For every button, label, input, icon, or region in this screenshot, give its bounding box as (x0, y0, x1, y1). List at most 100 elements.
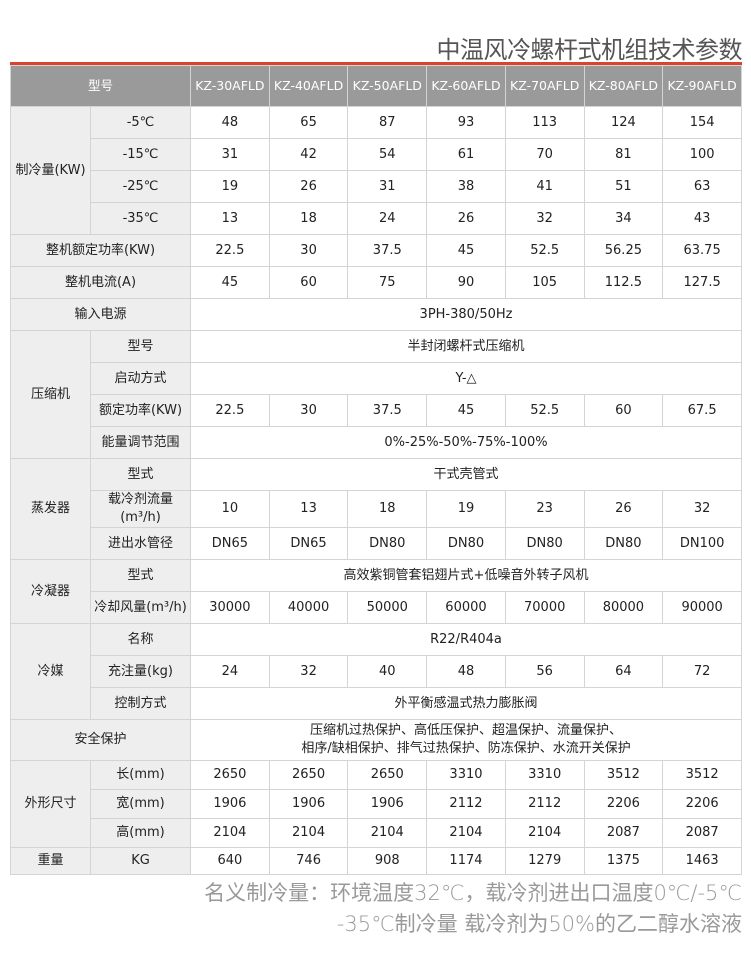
table-row: 外形尺寸 长(mm) 2650 2650 2650 3310 3310 3512 3512 (10, 760, 742, 848)
accent-divider (10, 62, 742, 65)
table-row: 载冷剂流量(m³/h) 10 13 18 19 23 26 32 (11, 490, 742, 528)
value-cell: 18 (347, 490, 428, 528)
table-row: 控制方式 外平衡感温式热力膨胀阀 (11, 687, 742, 720)
value-cell: 2650 (190, 760, 270, 790)
value-cell: 100 (662, 138, 742, 171)
group-label: 外形尺寸 (10, 760, 91, 848)
span-value: 高效紫铜管套铝翅片式+低噪音外转子风机 (190, 559, 742, 592)
value-cell: 31 (190, 138, 270, 171)
value-cell: 2112 (426, 789, 506, 819)
span-value: 半封闭螺杆式压缩机 (190, 330, 742, 363)
value-cell: 48 (426, 655, 506, 688)
value-cell: 32 (504, 202, 585, 235)
table-row: -35℃ 13 18 24 26 32 34 43 (11, 202, 742, 235)
value-cell: 75 (347, 266, 428, 299)
footnote: 名义制冷量：环境温度32℃，载冷剂进出口温度0℃/-5℃ -35℃制冷量 载冷剂… (204, 878, 742, 940)
value-cell: 127.5 (662, 266, 742, 299)
value-cell: DN80 (583, 527, 664, 560)
span-value: 压缩机过热保护、高低压保护、超温保护、流量保护、 相序/缺相保护、排气过热保护、… (190, 719, 742, 761)
value-cell: 3310 (504, 760, 585, 790)
value-cell: 1174 (426, 847, 506, 875)
table-row: 蒸发器 型式 干式壳管式 (10, 458, 742, 560)
value-cell: 2650 (268, 760, 349, 790)
row-label: 高(mm) (89, 818, 192, 848)
table-row: 进出水管径 DN65 DN65 DN80 DN80 DN80 DN80 DN100 (11, 527, 742, 560)
row-label: 能量调节范围 (89, 426, 192, 459)
value-cell: 72 (662, 655, 742, 688)
row-label: 宽(mm) (89, 789, 192, 819)
value-cell: 2087 (662, 818, 742, 848)
value-cell: 40000 (268, 591, 349, 624)
row-label: -35℃ (89, 202, 192, 235)
table-row: 能量调节范围 0%-25%-50%-75%-100% (11, 426, 742, 459)
value-cell: DN80 (347, 527, 428, 560)
value-cell: 26 (268, 170, 349, 203)
table-row: 冷却风量(m³/h) 30000 40000 50000 60000 70000 80000… (11, 591, 742, 624)
value-cell: 19 (426, 490, 506, 528)
row-label: -15℃ (89, 138, 192, 171)
table-row: 安全保护 压缩机过热保护、高低压保护、超温保护、流量保护、 相序/缺相保护、排气过… (9, 719, 742, 761)
spec-table: 型号 KZ-30AFLD KZ-40AFLD KZ-50AFLD KZ-60AFLD KZ… (9, 65, 742, 875)
value-cell: 60 (583, 394, 664, 427)
span-value: 3PH-380/50Hz (190, 298, 742, 331)
value-cell: 3310 (426, 760, 506, 790)
value-cell: 42 (268, 138, 349, 171)
value-cell: 80000 (583, 591, 664, 624)
value-cell: 1906 (190, 789, 270, 819)
value-cell: 50000 (347, 591, 428, 624)
value-cell: 1279 (504, 847, 585, 875)
row-label: 载冷剂流量(m³/h) (89, 490, 192, 528)
value-cell: 154 (662, 106, 742, 139)
table-row: 输入电源 3PH-380/50Hz (9, 298, 742, 331)
row-label: 长(mm) (89, 760, 192, 790)
table-row: 重量 KG 640 746 908 1174 1279 1375 1463 (10, 847, 742, 875)
value-cell: 2650 (347, 760, 428, 790)
table-row: -15℃ 31 42 54 61 70 81 100 (11, 138, 742, 171)
row-label: 安全保护 (9, 719, 192, 761)
value-cell: 90 (426, 266, 506, 299)
value-cell: 30000 (190, 591, 270, 624)
value-cell: 37.5 (347, 394, 428, 427)
header-model-label: 型号 (9, 65, 192, 107)
value-cell: 90000 (662, 591, 742, 624)
value-cell: 38 (426, 170, 506, 203)
table-row: 冷凝器 型式 高效紫铜管套铝翅片式+低噪音外转子风机 (10, 559, 742, 624)
value-cell: 81 (583, 138, 664, 171)
value-cell: 45 (426, 394, 506, 427)
table-row: 制冷量(KW) -5℃ 48 65 87 93 113 124 154 (10, 106, 742, 235)
value-cell: 13 (190, 202, 270, 235)
value-cell: 113 (504, 106, 585, 139)
span-value: 0%-25%-50%-75%-100% (190, 426, 742, 459)
value-cell: 13 (268, 490, 349, 528)
value-cell: 105 (504, 266, 585, 299)
value-cell: 63 (662, 170, 742, 203)
value-cell: 2104 (504, 818, 585, 848)
table-row: 启动方式 Y-△ (11, 362, 742, 395)
footnote-line-2: -35℃制冷量 载冷剂为50%的乙二醇水溶液 (336, 912, 742, 936)
value-cell: 124 (583, 106, 664, 139)
value-cell: 37.5 (347, 234, 428, 267)
value-cell: 45 (190, 266, 270, 299)
value-cell: 2087 (583, 818, 664, 848)
value-cell: 41 (504, 170, 585, 203)
value-cell: 2104 (268, 818, 349, 848)
header-model: KZ-50AFLD (347, 65, 428, 107)
row-label: 名称 (89, 623, 192, 656)
group-label: 冷凝器 (10, 559, 91, 624)
value-cell: 70 (504, 138, 585, 171)
value-cell: 32 (662, 490, 742, 528)
value-cell: 3512 (662, 760, 742, 790)
row-label: 冷却风量(m³/h) (89, 591, 192, 624)
value-cell: 40 (347, 655, 428, 688)
value-cell: 52.5 (504, 234, 585, 267)
value-cell: 1463 (662, 847, 742, 875)
value-cell: DN100 (662, 527, 742, 560)
value-cell: 70000 (504, 591, 585, 624)
value-cell: 31 (347, 170, 428, 203)
table-row: 整机电流(A) 45 60 75 90 105 112.5 127.5 (9, 266, 742, 299)
table-row: -25℃ 19 26 31 38 41 51 63 (11, 170, 742, 203)
row-label: 型式 (89, 559, 192, 592)
span-value: Y-△ (190, 362, 742, 395)
value-cell: 746 (268, 847, 349, 875)
row-label: -25℃ (89, 170, 192, 203)
